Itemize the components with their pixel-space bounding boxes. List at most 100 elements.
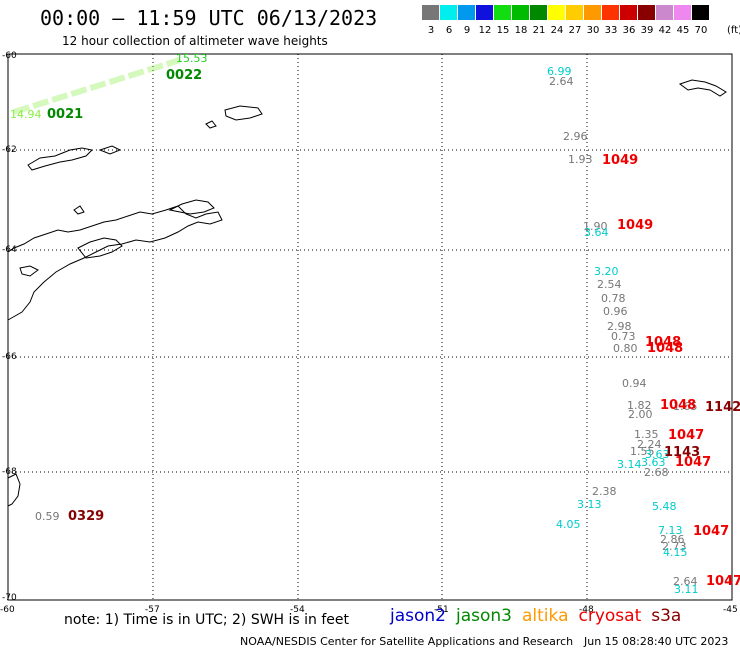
satellite-legend-item: jason3 [456,606,512,626]
lon-label: -60 [0,605,15,615]
wave-height-value: 0.96 [603,305,628,318]
pass-time-label: 1048 [647,341,683,356]
map-frame [7,53,733,601]
colorbar-label: 39 [640,25,654,36]
pass-time-label: 1049 [602,153,638,168]
wave-height-value: 6.99 [547,65,572,78]
map-title: 00:00 – 11:59 UTC 06/13/2023 [40,6,378,30]
colorbar-label: 70 [694,25,708,36]
south-shetland-islands [27,147,94,171]
colorbar-swatch [476,5,493,20]
lat-label: -60 [2,51,17,61]
colorbar-swatch [548,5,565,20]
wave-height-value: 15.53 [176,52,208,65]
satellite-legend-item: cryosat [578,606,642,626]
colorbar-label: 12 [478,25,492,36]
wave-height-value: 3.11 [674,583,699,596]
wave-height-value: 2.86 [660,533,685,546]
pass-time-label: 1142 [705,400,740,415]
pass-time-label: 1048 [645,335,681,350]
peninsula-coast [7,205,223,321]
lon-label: -57 [145,605,160,615]
map-subtitle: 12 hour collection of altimeter wave hei… [62,34,328,48]
colorbar-swatch [566,5,583,20]
wave-height-observations: 15.5314.946.992.642.961.931.903.643.202.… [10,52,699,596]
lon-label: -54 [290,605,305,615]
pass-time-label: 1047 [693,524,729,539]
wave-height-value: 0.80 [613,342,638,355]
wave-height-value: 2.68 [644,466,669,479]
wave-height-value: 1.93 [568,153,593,166]
colorbar-label: 9 [463,25,471,36]
wave-height-value: 2.64 [673,575,698,588]
colorbar-label: 45 [676,25,690,36]
island-small [205,120,217,129]
pass-time-label: 1048 [660,398,696,413]
colorbar-swatch [620,5,637,20]
jason3-track [13,57,181,115]
footer-timestamp: Jun 15 08:28:40 UTC 2023 [584,635,729,648]
lat-label: -68 [2,467,17,477]
satellite-legend-item: altika [522,606,569,626]
wave-height-value: 3.64 [584,226,609,239]
colorbar-label: 27 [568,25,582,36]
wave-height-value: 2.98 [607,320,632,333]
colorbar-swatch [656,5,673,20]
colorbar-swatch [512,5,529,20]
island-small [73,205,85,215]
island-small [224,105,263,121]
wave-height-value: 0.94 [622,377,647,390]
lat-label: -62 [2,145,17,155]
colorbar-swatch [602,5,619,20]
colorbar-label: 30 [586,25,600,36]
lat-label: -64 [2,245,17,255]
lon-label: -48 [579,605,594,615]
colorbar-swatch [530,5,547,20]
colorbar-label: 33 [604,25,618,36]
wave-height-value: 0.73 [611,330,636,343]
graticule [8,54,732,600]
colorbar-label: 24 [550,25,564,36]
colorbar-swatch [494,5,511,20]
peninsula-island [168,199,215,215]
satellite-legend-item: s3a [651,606,682,626]
pass-time-label: 1047 [668,428,704,443]
wave-height-value: 3.63 [641,456,666,469]
colorbar-swatch [422,5,439,20]
colorbar-swatch [674,5,691,20]
coastline [7,79,727,507]
satellite-legend: jason2 jason3 altika cryosat s3a [390,606,691,626]
wave-height-value: 1.55 [630,445,655,458]
wave-height-value: 2.24 [637,438,662,451]
footer-note: note: 1) Time is in UTC; 2) SWH is in fe… [64,612,350,628]
wave-height-value: 2.96 [563,130,588,143]
colorbar-swatch [584,5,601,20]
wave-height-value: 2.54 [597,278,622,291]
wave-height-value: 7.13 [658,524,683,537]
lon-label: -45 [723,605,738,615]
wave-height-value: 2.64 [549,75,574,88]
colorbar-swatch [638,5,655,20]
pass-time-label: 0021 [47,107,83,122]
colorbar-unit: (ft) [727,25,740,36]
wave-height-value: 3.13 [577,498,602,511]
wave-height-value: 0.59 [35,510,60,523]
colorbar-label: 15 [496,25,510,36]
wave-height-value: 1.82 [627,399,652,412]
island-small [98,145,122,155]
colorbar-label: 3 [427,25,435,36]
peninsula-inlet [19,265,39,277]
wave-height-value: 3.20 [594,265,619,278]
colorbar-label: 6 [445,25,453,36]
wave-height-value: 4.15 [663,546,688,559]
pass-time-label: 1049 [617,218,653,233]
wave-height-value: 4.05 [556,518,581,531]
wave-height-value: 14.94 [10,108,42,121]
lat-labels: -60 -62 -64 -66 -68 -70 [2,51,17,603]
footer-credit: NOAA/NESDIS Center for Satellite Applica… [240,635,574,648]
pass-time-label: 0329 [68,509,104,524]
colorbar-label: 42 [658,25,672,36]
lat-label: -66 [2,352,17,362]
